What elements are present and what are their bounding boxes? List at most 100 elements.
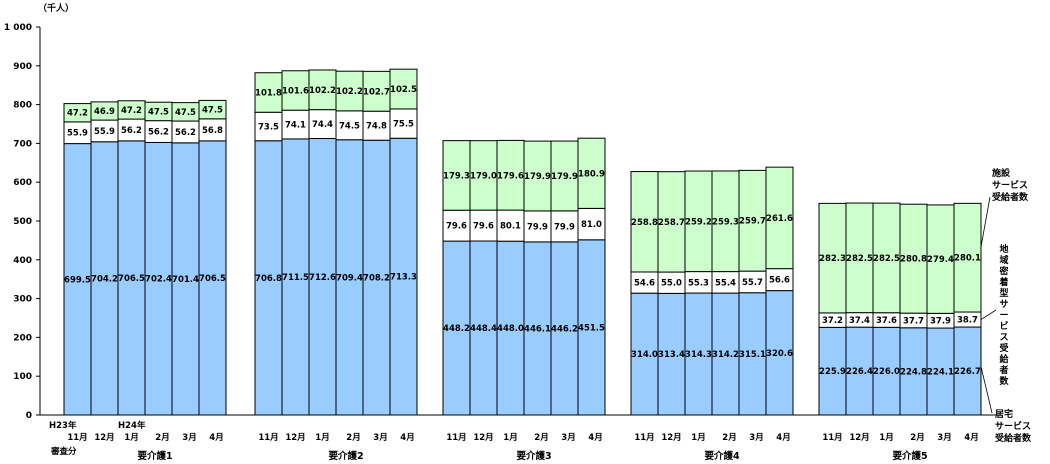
month-label: 3月	[373, 433, 387, 443]
data-label-facility: 259.3	[712, 217, 739, 227]
bar-segment-facility	[362, 70, 391, 112]
legend-facility-text: サービス	[992, 179, 1028, 191]
legend-community-char: 型	[999, 287, 1008, 299]
month-label: 1月	[503, 433, 517, 443]
data-label-home: 446.2	[551, 324, 578, 334]
data-label-community: 56.2	[175, 128, 196, 138]
data-label-home: 706.5	[199, 274, 226, 284]
data-label-home: 704.2	[91, 274, 118, 284]
group-label: 要介護3	[516, 450, 551, 462]
data-label-community: 56.2	[121, 126, 142, 136]
month-label: 2月	[534, 433, 548, 443]
data-label-facility: 46.9	[94, 107, 115, 117]
data-label-facility: 102.5	[390, 85, 417, 95]
data-label-facility: 101.8	[255, 88, 282, 98]
bar-segment-home	[469, 240, 498, 416]
group-label: 要介護4	[704, 450, 740, 462]
bar-segment-home	[254, 140, 283, 416]
y-tick-label: 300	[13, 295, 32, 305]
bar-segment-facility	[335, 70, 364, 112]
bar-segment-facility	[254, 72, 283, 113]
bar-segment-facility	[577, 137, 606, 209]
legend-community-char: ビ	[999, 320, 1008, 332]
bar-segment-community	[281, 109, 310, 140]
data-labels: 699.5 55.9 47.2 704.2 55.9 46.9 706.5 56.2 47.2 7…	[64, 85, 981, 377]
data-label-facility: 47.5	[148, 107, 169, 117]
month-label: 3月	[749, 433, 763, 443]
data-label-home: 706.5	[118, 274, 145, 284]
data-label-facility: 282.3	[819, 254, 846, 264]
legend-community-char: 受	[999, 342, 1008, 354]
data-label-home: 314.0	[631, 350, 658, 360]
data-label-home: 314.2	[712, 350, 739, 360]
data-label-community: 38.7	[957, 316, 978, 326]
data-label-community: 55.4	[715, 278, 736, 288]
data-label-facility: 179.3	[443, 171, 470, 181]
data-label-home: 712.6	[309, 273, 336, 283]
legend-facility-leader	[980, 196, 991, 247]
bar-segment-home	[198, 140, 227, 416]
data-label-facility: 179.6	[497, 171, 524, 181]
bar-segment-home	[845, 326, 874, 416]
month-label: 4月	[400, 433, 414, 443]
bar-segment-home	[308, 138, 337, 416]
data-label-community: 55.3	[688, 278, 709, 288]
data-label-facility: 280.1	[954, 254, 981, 264]
data-label-facility: 47.5	[202, 106, 223, 116]
data-label-facility: 279.4	[927, 255, 954, 265]
month-label: 1月	[691, 433, 705, 443]
month-label: 11月	[67, 433, 87, 443]
bar-segment-facility	[389, 68, 418, 110]
data-label-home: 225.9	[819, 367, 846, 377]
data-label-home: 451.5	[578, 323, 605, 333]
data-label-community: 74.5	[339, 121, 360, 131]
bar-segment-facility	[765, 166, 794, 270]
data-label-community: 75.5	[393, 120, 414, 130]
month-label: 2月	[910, 433, 924, 443]
legend-community-char: 着	[998, 276, 1008, 288]
bar-segment-community	[389, 108, 418, 139]
data-label-facility: 47.2	[67, 109, 88, 119]
data-label-home: 315.1	[739, 350, 766, 360]
bar-segment-home	[144, 141, 173, 416]
bar-segment-home	[389, 137, 418, 416]
h24-label: H24年	[118, 420, 146, 431]
y-tick-label: 1 000	[4, 23, 32, 33]
y-tick-label: 900	[13, 62, 32, 72]
month-label: 12月	[661, 433, 681, 443]
legend-home-text: 居宅	[995, 408, 1013, 420]
month-label: 4月	[588, 433, 602, 443]
bar-segment-home	[630, 292, 659, 416]
bar-segment-home	[738, 292, 767, 416]
data-label-home: 446.1	[524, 324, 551, 334]
bar-segment-home	[765, 290, 794, 416]
group-label: 要介護5	[892, 450, 927, 462]
data-label-home: 226.0	[873, 367, 900, 377]
bar-segment-facility	[496, 139, 525, 211]
data-label-community: 55.0	[661, 279, 682, 289]
bar-segment-facility	[442, 140, 471, 211]
data-label-facility: 102.2	[336, 87, 363, 97]
month-label: 2月	[155, 433, 169, 443]
y-tick-label: 800	[13, 101, 32, 111]
month-label: 11月	[634, 433, 654, 443]
bar-segment-facility	[550, 140, 579, 212]
month-label: 3月	[182, 433, 196, 443]
data-label-home: 713.3	[390, 273, 417, 283]
data-label-community: 80.1	[500, 222, 521, 232]
legend-facility-text: 受給者数	[992, 191, 1029, 203]
bar-segment-community	[577, 207, 606, 241]
month-label: 3月	[937, 433, 951, 443]
bar-segment-home	[684, 292, 713, 416]
month-label: 3月	[561, 433, 575, 443]
month-label: 2月	[722, 433, 736, 443]
data-label-facility: 179.9	[524, 172, 551, 182]
month-label: 4月	[776, 433, 790, 443]
month-label: 4月	[964, 433, 978, 443]
bar-stacks	[63, 68, 982, 416]
legend-community-char: 数	[999, 375, 1009, 387]
group-label: 要介護2	[328, 450, 363, 462]
bar-segment-facility	[281, 70, 310, 111]
bar-segment-home	[577, 239, 606, 416]
